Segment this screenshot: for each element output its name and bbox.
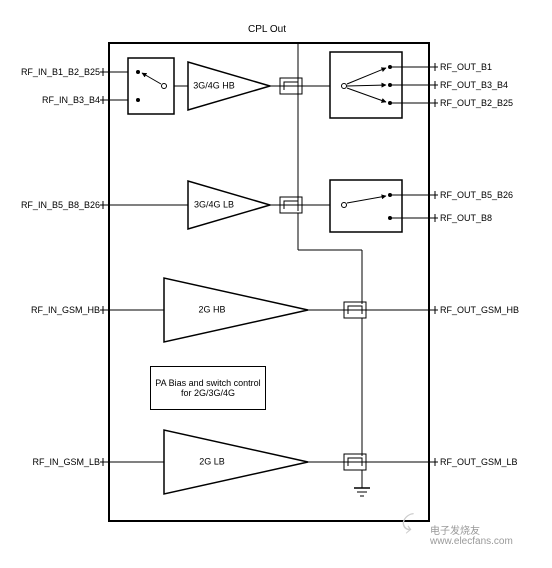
in-label-3: RF_IN_GSM_HB [4, 305, 100, 315]
watermark-logo: ⤹ [400, 512, 412, 535]
in-label-0: RF_IN_B1_B2_B25 [4, 67, 100, 77]
control-box: PA Bias and switch control for 2G/3G/4G [150, 366, 266, 410]
in-label-1: RF_IN_B3_B4 [4, 95, 100, 105]
main-enclosure [108, 42, 430, 522]
out-label-5: RF_OUT_GSM_HB [440, 305, 519, 315]
title-label: CPL Out [248, 24, 286, 35]
out-label-2: RF_OUT_B2_B25 [440, 98, 513, 108]
out-label-4: RF_OUT_B8 [440, 213, 492, 223]
out-label-1: RF_OUT_B3_B4 [440, 80, 508, 90]
control-box-text: PA Bias and switch control for 2G/3G/4G [155, 378, 261, 398]
in-label-4: RF_IN_GSM_LB [4, 457, 100, 467]
in-label-2: RF_IN_B5_B8_B26 [4, 200, 100, 210]
out-label-3: RF_OUT_B5_B26 [440, 190, 513, 200]
watermark-text: 电子发烧友 [430, 522, 480, 537]
watermark-url: www.elecfans.com [430, 536, 513, 547]
out-label-0: RF_OUT_B1 [440, 62, 492, 72]
out-label-6: RF_OUT_GSM_LB [440, 457, 518, 467]
